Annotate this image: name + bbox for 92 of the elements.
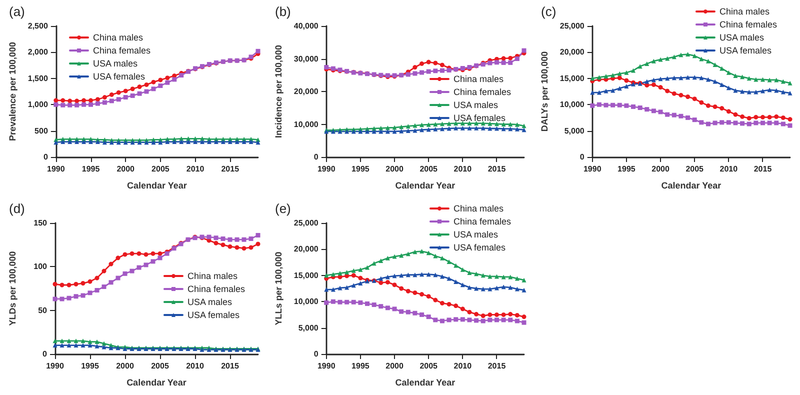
x-tick-label: 2005	[152, 164, 170, 174]
chart-title: (c)	[541, 4, 556, 19]
y-axis-title: Incidence per 100,000	[274, 44, 284, 138]
x-axis-title: Calendar Year	[395, 180, 456, 190]
y-tick-label: 15,000	[294, 270, 319, 280]
y-axis-title: YLLs per 100,000	[274, 252, 284, 326]
x-tick-label: 1995	[82, 164, 100, 174]
x-tick-label: 2015	[221, 164, 240, 174]
legend-label: China males	[93, 32, 144, 42]
legend-label: China males	[453, 204, 504, 214]
x-tick-label: 2010	[186, 164, 205, 174]
legend-label: USA males	[719, 32, 764, 42]
x-axis-title: Calendar Year	[395, 378, 456, 388]
y-tick-label: 20,000	[294, 244, 319, 254]
x-axis-title: Calendar Year	[127, 180, 188, 190]
y-tick-label: 2,500	[28, 22, 48, 30]
legend-label: USA females	[187, 310, 240, 320]
legend-label: China females	[93, 46, 152, 56]
x-tick-label: 2015	[488, 164, 506, 174]
x-tick-label: 2000	[116, 362, 134, 370]
y-tick-label: 5,000	[298, 323, 319, 332]
y-tick-label: 15,000	[560, 74, 585, 83]
x-tick-label: 2015	[754, 164, 772, 174]
legend-label: China females	[453, 87, 512, 97]
x-tick-label: 2005	[420, 362, 438, 370]
legend-label: USA females	[93, 72, 146, 82]
y-tick-label: 10,000	[294, 120, 319, 129]
x-tick-label: 1990	[317, 164, 336, 174]
legend-label: China females	[187, 284, 246, 294]
y-tick-label: 1,500	[28, 74, 48, 83]
legend-label: USA males	[93, 58, 138, 68]
y-tick-label: 40,000	[294, 22, 319, 30]
legend-label: USA females	[719, 46, 772, 56]
x-tick-label: 1990	[317, 362, 336, 370]
legend-label: USA females	[453, 113, 506, 123]
x-tick-label: 1995	[352, 164, 370, 174]
y-tick-label: 0	[43, 152, 48, 162]
y-tick-label: 30,000	[294, 54, 319, 64]
legend-label: China males	[719, 6, 770, 16]
legend-label: China males	[453, 74, 504, 84]
x-tick-label: 1995	[352, 362, 370, 370]
x-axis-title: Calendar Year	[126, 378, 187, 388]
y-axis-title: DALYs per 100,000	[540, 51, 550, 132]
chart-title: (b)	[275, 4, 291, 19]
y-tick-label: 20,000	[294, 87, 319, 96]
x-tick-label: 2000	[116, 164, 136, 174]
y-tick-label: 50	[38, 306, 48, 315]
legend-label: USA males	[187, 297, 232, 307]
chart-title: (a)	[9, 4, 25, 19]
legend-label: USA females	[453, 242, 506, 252]
legend-label: China males	[187, 271, 238, 281]
y-tick-label: 25,000	[560, 22, 585, 30]
y-tick-label: 20,000	[560, 48, 585, 57]
x-tick-label: 2015	[221, 362, 240, 370]
x-tick-label: 2010	[186, 362, 204, 370]
y-tick-label: 0	[42, 350, 48, 358]
y-tick-label: 2,000	[28, 48, 48, 57]
x-tick-label: 2000	[386, 362, 404, 370]
y-tick-label: 0	[314, 152, 319, 162]
x-axis-title: Calendar Year	[661, 180, 722, 190]
x-tick-label: 1995	[618, 164, 636, 174]
legend-label: China females	[453, 216, 512, 226]
chart-title: (e)	[275, 201, 291, 216]
y-axis-title: Prevalence per 100,000	[8, 42, 18, 142]
y-tick-label: 10,000	[294, 297, 319, 306]
x-tick-label: 1990	[46, 362, 64, 370]
x-tick-label: 2010	[454, 164, 472, 174]
x-tick-label: 1990	[47, 164, 66, 174]
x-tick-label: 2000	[386, 164, 404, 174]
x-tick-label: 1990	[583, 164, 602, 174]
y-tick-label: 1,000	[28, 100, 48, 110]
x-tick-label: 2010	[720, 164, 738, 174]
x-tick-label: 2005	[151, 362, 170, 370]
y-tick-label: 10,000	[560, 100, 585, 110]
y-tick-label: 150	[34, 218, 48, 228]
y-axis-title: YLDs per 100,000	[8, 251, 18, 326]
y-tick-label: 100	[34, 262, 48, 272]
x-tick-label: 2005	[686, 164, 704, 174]
y-tick-label: 500	[34, 126, 48, 136]
x-tick-label: 2005	[420, 164, 438, 174]
legend-label: China females	[719, 20, 778, 30]
x-tick-label: 2010	[454, 362, 472, 370]
x-tick-label: 1995	[81, 362, 100, 370]
chart-title: (d)	[9, 201, 25, 216]
x-tick-label: 2000	[652, 164, 670, 174]
legend-label: USA males	[453, 100, 498, 110]
y-tick-label: 25,000	[294, 218, 319, 228]
y-tick-label: 5,000	[564, 126, 585, 136]
legend-label: USA males	[453, 230, 498, 240]
y-tick-label: 0	[314, 350, 319, 358]
x-tick-label: 2015	[488, 362, 506, 370]
y-tick-label: 0	[580, 152, 585, 162]
